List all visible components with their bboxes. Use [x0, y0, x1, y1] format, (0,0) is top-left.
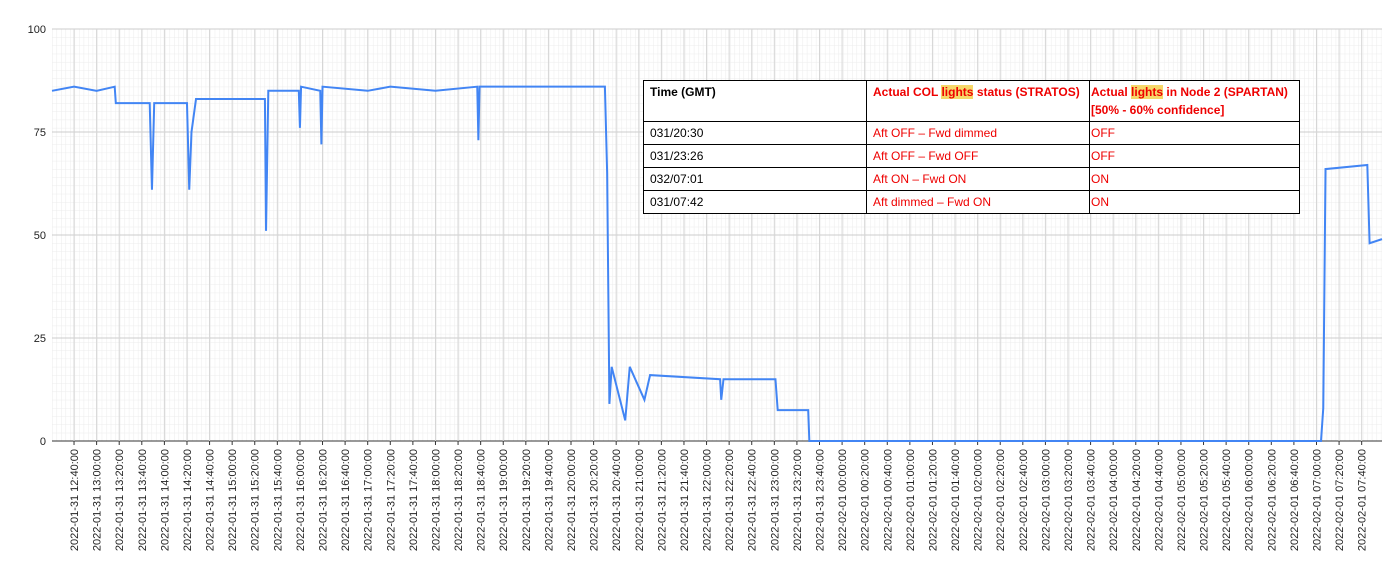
x-tick-label: 2022-01-31 14:20:00 — [182, 449, 194, 551]
x-tick-label: 2022-02-01 02:20:00 — [995, 449, 1007, 551]
x-tick-label: 2022-01-31 13:20:00 — [114, 449, 126, 551]
x-tick-label: 2022-02-01 01:00:00 — [905, 449, 917, 551]
x-tick-label: 2022-01-31 13:40:00 — [137, 449, 149, 551]
x-tick-label: 2022-01-31 22:40:00 — [747, 449, 759, 551]
table-cell: 031/23:26 — [643, 144, 867, 168]
table-row: 031/23:26 Aft OFF – Fwd OFF OFF — [643, 144, 1300, 168]
y-tick-label: 0 — [40, 436, 46, 448]
x-tick-label: 2022-01-31 20:40:00 — [611, 449, 623, 551]
highlight-text: lights — [941, 85, 974, 99]
x-tick-label: 2022-02-01 06:40:00 — [1289, 449, 1301, 551]
y-tick-label: 25 — [34, 333, 46, 345]
x-tick-label: 2022-02-01 02:40:00 — [1018, 449, 1030, 551]
table-cell: 032/07:01 — [643, 167, 867, 191]
x-tick-label: 2022-01-31 13:00:00 — [92, 449, 104, 551]
header-cell: Actual COL lights status (STRATOS) — [866, 80, 1090, 122]
x-tick-label: 2022-02-01 00:40:00 — [882, 449, 894, 551]
x-tick-label: 2022-01-31 21:20:00 — [656, 449, 668, 551]
x-tick-label: 2022-02-01 07:00:00 — [1311, 449, 1323, 551]
x-tick-label: 2022-01-31 18:00:00 — [430, 449, 442, 551]
x-tick-label: 2022-02-01 06:00:00 — [1244, 449, 1256, 551]
x-tick-label: 2022-02-01 05:20:00 — [1199, 449, 1211, 551]
table-cell: 031/20:30 — [643, 121, 867, 145]
x-tick-label: 2022-02-01 01:40:00 — [950, 449, 962, 551]
x-tick-label: 2022-02-01 07:20:00 — [1334, 449, 1346, 551]
header-text: in Node 2 (SPARTAN) [50% - 60% confidenc… — [1091, 85, 1288, 117]
header-text: Actual — [1091, 85, 1128, 99]
header-text: Time (GMT) — [650, 85, 716, 99]
data-line — [51, 85, 1383, 442]
table-cell: 031/07:42 — [643, 190, 867, 214]
x-tick-label: 2022-01-31 19:00:00 — [498, 449, 510, 551]
header-cell: Actual lights in Node 2 (SPARTAN) [50% -… — [1089, 80, 1300, 122]
x-tick-label: 2022-01-31 21:00:00 — [634, 449, 646, 551]
x-tick-label: 2022-02-01 05:40:00 — [1221, 449, 1233, 551]
table-cell: OFF — [1089, 121, 1300, 145]
x-tick-label: 2022-01-31 23:20:00 — [792, 449, 804, 551]
table-cell: Aft OFF – Fwd dimmed — [866, 121, 1090, 145]
x-tick-label: 2022-01-31 21:40:00 — [679, 449, 691, 551]
x-tick-label: 2022-02-01 06:20:00 — [1266, 449, 1278, 551]
x-tick-label: 2022-01-31 20:20:00 — [589, 449, 601, 551]
x-tick-label: 2022-02-01 05:00:00 — [1176, 449, 1188, 551]
x-tick-label: 2022-01-31 22:20:00 — [724, 449, 736, 551]
x-tick-label: 2022-01-31 15:20:00 — [250, 449, 262, 551]
table-cell: ON — [1089, 167, 1300, 191]
x-tick-label: 2022-01-31 16:40:00 — [340, 449, 352, 551]
table-cell: Aft ON – Fwd ON — [866, 167, 1090, 191]
x-tick-label: 2022-01-31 18:40:00 — [476, 449, 488, 551]
x-tick-label: 2022-01-31 14:40:00 — [205, 449, 217, 551]
x-tick-label: 2022-02-01 04:00:00 — [1108, 449, 1120, 551]
x-tick-label: 2022-02-01 00:20:00 — [860, 449, 872, 551]
header-text: Actual COL — [873, 85, 939, 99]
x-tick-label: 2022-02-01 04:20:00 — [1131, 449, 1143, 551]
x-tick-label: 2022-01-31 20:00:00 — [566, 449, 578, 551]
x-tick-label: 2022-01-31 22:00:00 — [702, 449, 714, 551]
table-cell: Aft OFF – Fwd OFF — [866, 144, 1090, 168]
x-tick-label: 2022-02-01 00:00:00 — [837, 449, 849, 551]
highlight-text: lights — [1131, 85, 1164, 99]
table-cell: OFF — [1089, 144, 1300, 168]
x-tick-label: 2022-02-01 07:40:00 — [1357, 449, 1369, 551]
x-tick-label: 2022-01-31 23:00:00 — [769, 449, 781, 551]
x-tick-label: 2022-01-31 17:00:00 — [363, 449, 375, 551]
x-tick-label: 2022-02-01 03:20:00 — [1063, 449, 1075, 551]
header-row: Time (GMT) Actual COL lights status (STR… — [643, 80, 1300, 122]
table-cell: ON — [1089, 190, 1300, 214]
y-tick-label: 50 — [34, 230, 46, 242]
x-tick-label: 2022-01-31 19:40:00 — [543, 449, 555, 551]
table-row: 031/20:30 Aft OFF – Fwd dimmed OFF — [643, 121, 1300, 145]
x-tick-label: 2022-01-31 17:40:00 — [408, 449, 420, 551]
table-row: 032/07:01 Aft ON – Fwd ON ON — [643, 167, 1300, 191]
y-tick-label: 75 — [34, 127, 46, 139]
x-tick-label: 2022-01-31 12:40:00 — [69, 449, 81, 551]
x-tick-label: 2022-01-31 18:20:00 — [453, 449, 465, 551]
x-tick-label: 2022-02-01 01:20:00 — [927, 449, 939, 551]
x-tick-label: 2022-01-31 14:00:00 — [159, 449, 171, 551]
x-tick-label: 2022-02-01 03:40:00 — [1086, 449, 1098, 551]
table-row: 031/07:42 Aft dimmed – Fwd ON ON — [643, 190, 1300, 214]
status-table: Time (GMT) Actual COL lights status (STR… — [643, 80, 1300, 214]
x-tick-label: 2022-01-31 15:40:00 — [272, 449, 284, 551]
x-tick-label: 2022-01-31 16:20:00 — [318, 449, 330, 551]
x-tick-label: 2022-02-01 03:00:00 — [1040, 449, 1052, 551]
x-tick-label: 2022-01-31 19:20:00 — [521, 449, 533, 551]
header-text: status (STRATOS) — [976, 85, 1080, 99]
x-tick-label: 2022-02-01 02:00:00 — [973, 449, 985, 551]
x-tick-label: 2022-01-31 17:20:00 — [385, 449, 397, 551]
x-tick-label: 2022-01-31 15:00:00 — [227, 449, 239, 551]
y-tick-label: 100 — [28, 24, 46, 36]
x-tick-label: 2022-01-31 16:00:00 — [295, 449, 307, 551]
table-cell: Aft dimmed – Fwd ON — [866, 190, 1090, 214]
x-tick-label: 2022-01-31 23:40:00 — [815, 449, 827, 551]
x-tick-label: 2022-02-01 04:40:00 — [1153, 449, 1165, 551]
header-cell: Time (GMT) — [643, 80, 867, 122]
